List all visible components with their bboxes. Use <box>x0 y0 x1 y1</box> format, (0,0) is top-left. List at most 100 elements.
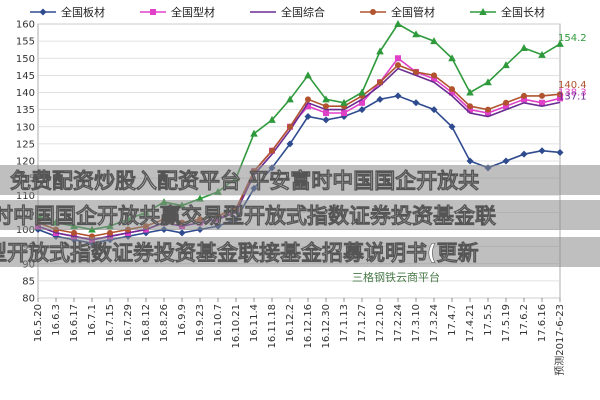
data-point <box>269 147 275 154</box>
data-point <box>107 229 113 236</box>
x-axis: 16.5.20 16.6.3 16.6.17 16.7.1 16.7.15 16.7.29… <box>33 298 566 376</box>
overlay-band-3 <box>0 237 600 267</box>
data-point <box>503 99 509 106</box>
end-label-5: 154.2 <box>558 33 587 44</box>
x-tick-label: 17.1.13 <box>339 304 350 342</box>
data-point <box>323 103 329 110</box>
legend-item-4: 全国管材 <box>360 5 435 19</box>
data-point <box>539 99 545 106</box>
series-line-3 <box>37 67 561 241</box>
y-tick-label: 155 <box>16 37 35 48</box>
data-point <box>466 157 474 165</box>
x-tick-label: 16.7.29 <box>123 304 134 342</box>
data-point <box>485 110 491 117</box>
legend-label: 全国管材 <box>391 5 435 19</box>
data-point <box>431 72 437 79</box>
data-point <box>502 61 510 69</box>
x-tick-label: 16.12.2 <box>285 304 296 342</box>
data-point <box>304 112 312 120</box>
data-point <box>395 62 401 69</box>
data-point <box>538 147 546 155</box>
data-point <box>376 95 384 103</box>
overlay-banner: 免费配资炒股入配资平台 平安富时中国国企开放共时中国国企开放共赢交易型开放式指数… <box>0 165 600 267</box>
data-point <box>394 20 402 27</box>
x-tick-label: 17.3.10 <box>411 304 422 342</box>
data-point <box>430 106 438 114</box>
data-point <box>538 50 546 58</box>
data-point <box>467 106 473 113</box>
x-tick-label: 预测2017-6-23 <box>553 304 566 376</box>
legend-label: 全国板材 <box>61 5 105 19</box>
legend-item-5: 全国长材 <box>470 5 545 19</box>
data-point <box>196 194 204 202</box>
legend-item-1: 全国板材 <box>30 5 105 19</box>
data-point <box>556 148 564 156</box>
data-point <box>305 96 311 103</box>
x-tick-label: 16.11.4 <box>249 304 260 342</box>
data-point <box>250 129 258 137</box>
data-point <box>286 140 294 148</box>
overlay-band-2 <box>0 200 600 230</box>
data-point <box>322 116 330 124</box>
x-tick-label: 17.4.7 <box>447 304 458 336</box>
y-tick-label: 110 <box>16 191 35 202</box>
watermark-text: 三格钢铁云商平台 <box>352 270 440 284</box>
y-tick-label: 100 <box>16 225 35 236</box>
data-point <box>467 103 473 110</box>
data-point <box>395 55 401 62</box>
y-tick-label: 80 <box>22 294 35 305</box>
series-line-1 <box>37 95 561 245</box>
data-point <box>377 79 383 86</box>
y-tick-label: 160 <box>16 20 35 31</box>
data-point <box>322 95 330 103</box>
data-point <box>178 229 186 237</box>
y-tick-label: 145 <box>16 71 35 82</box>
x-tick-label: 16.11.18 <box>267 304 278 349</box>
y-tick-label: 85 <box>22 276 35 287</box>
legend-item-3: 全国综合 <box>250 5 325 19</box>
data-point <box>412 99 420 107</box>
data-point <box>341 110 347 117</box>
data-point <box>340 98 348 106</box>
data-point <box>466 88 474 96</box>
legend-marker <box>479 8 487 15</box>
data-point <box>448 54 456 62</box>
x-tick-label: 17.2.24 <box>393 304 404 342</box>
legend-label: 全国长材 <box>501 5 545 19</box>
x-tick-label: 17.3.24 <box>429 304 440 342</box>
overlay-text-line-2: 时中国国企开放共赢交易型开放式指数证券投资基金联 <box>0 204 496 228</box>
data-point <box>376 47 384 55</box>
end-label-2: 138.3 <box>558 87 587 98</box>
y-tick-label: 135 <box>16 105 35 116</box>
data-point <box>413 68 419 75</box>
x-tick-label: 17.6.2 <box>519 304 530 336</box>
overlay-text-line-3: 型开放式指数证券投资基金联接基金招募说明书(更新 <box>0 241 479 265</box>
data-point <box>323 110 329 117</box>
legend-marker <box>39 8 47 16</box>
y-tick-label: 120 <box>16 157 35 168</box>
legend-item-2: 全国型材 <box>140 5 215 19</box>
x-tick-label: 17.5.19 <box>501 304 512 342</box>
data-point <box>304 71 312 79</box>
data-point <box>449 89 455 96</box>
data-point <box>449 86 455 93</box>
data-point <box>431 75 437 82</box>
x-tick-label: 16.10.7 <box>213 304 224 342</box>
data-point <box>394 92 402 100</box>
y-tick-label: 130 <box>16 122 35 133</box>
end-label-3: 137.1 <box>558 91 587 102</box>
end-label-4: 140.4 <box>558 80 587 91</box>
legend: 全国板材 全国型材 全国综合 全国管材 全国长材 <box>30 5 545 19</box>
data-point <box>557 95 563 102</box>
x-tick-label: 17.1.27 <box>357 304 368 342</box>
data-point <box>287 123 293 130</box>
y-tick-label: 140 <box>16 88 35 99</box>
overlay-band-1 <box>0 165 600 195</box>
data-point <box>448 123 456 131</box>
y-tick-label: 150 <box>16 54 35 65</box>
x-tick-label: 17.6.16 <box>537 304 548 342</box>
data-point <box>268 115 276 123</box>
x-tick-label: 16.9.9 <box>177 304 188 336</box>
